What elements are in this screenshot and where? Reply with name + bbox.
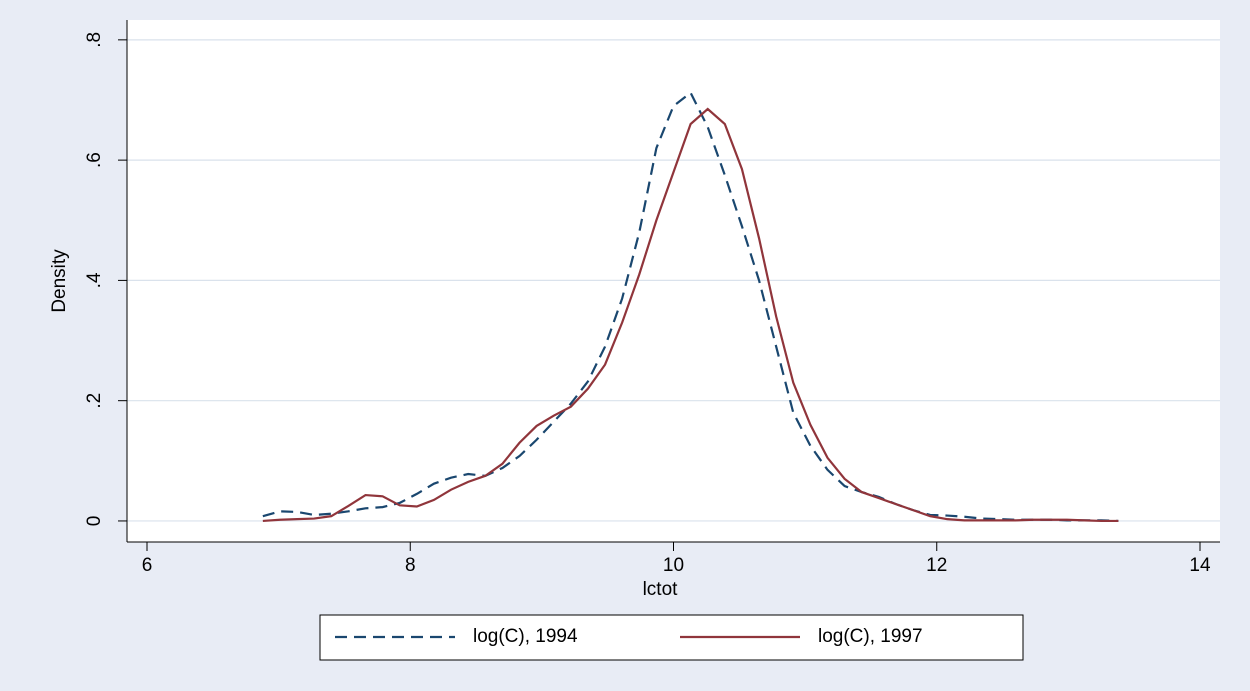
y-tick-label: 0 [84, 516, 105, 527]
y-axis-title: Density [49, 249, 70, 313]
series-line [262, 91, 1119, 523]
x-tick-label: 8 [405, 555, 416, 576]
x-tick-label: 10 [663, 555, 684, 576]
legend-label: log(C), 1997 [818, 626, 923, 647]
plot-area [127, 20, 1220, 542]
y-tick-label: .6 [84, 152, 105, 168]
x-tick-label: 6 [142, 555, 153, 576]
x-tick-label: 14 [1189, 555, 1211, 576]
y-tick-label: .4 [84, 272, 105, 288]
x-axis-title: lctot [643, 579, 679, 600]
y-tick-label: .8 [84, 32, 105, 48]
y-tick-label: .2 [84, 393, 105, 409]
x-tick-label: 12 [926, 555, 947, 576]
series-line [262, 107, 1119, 523]
legend-label: log(C), 1994 [473, 626, 578, 647]
